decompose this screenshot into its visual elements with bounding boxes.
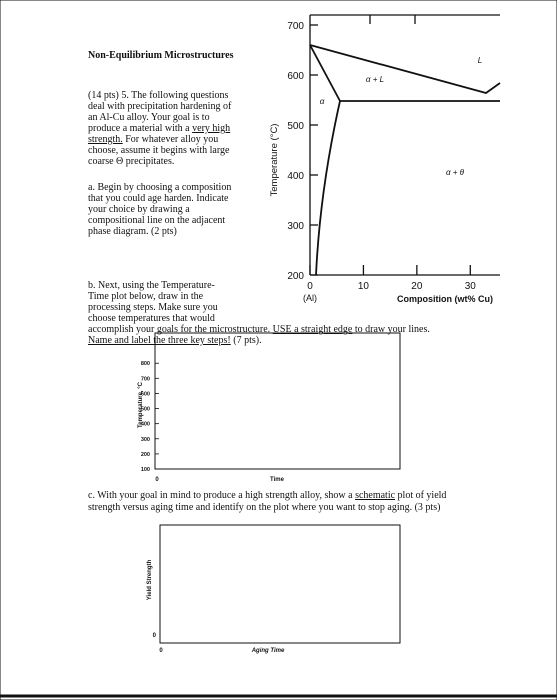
x-origin-label: 0 [159,648,163,654]
y-tick-label: 600 [141,391,150,397]
text-span: a. Begin by choosing a composition [88,182,231,193]
x-tick-label: 0 [307,281,313,292]
text-span: produce a material with a [88,123,192,134]
temperature-time-box [154,332,401,470]
text-span: strength versus aging time and identify … [88,502,440,513]
y-tick-label: 700 [141,376,150,382]
title: Non-Equilibrium Microstructures [88,50,234,61]
x-tick-label: 30 [465,281,477,292]
x-axis-label: Aging Time [251,648,285,654]
underlined-text: Name and label the three key steps! [88,335,231,346]
text-span: For whatever alloy you [123,134,219,145]
text-line: b. Next, using the Temperature- [88,280,215,291]
text-span: deal with precipitation hardening of [88,101,232,112]
y-tick-label: 200 [141,452,150,458]
x-axis-label: Time [270,477,285,483]
solvus [315,100,341,276]
text-span: phase diagram. (2 pts) [88,226,177,237]
text-line: your choice by drawing a [88,204,190,215]
phase-diagram [309,14,501,276]
text-line: processing steps. Make sure you [88,302,218,313]
text-span: processing steps. Make sure you [88,302,218,313]
text-span: your choice by drawing a [88,204,190,215]
text-span: (7 pts). [231,335,262,346]
text-span: (14 pts) 5. The following questions [88,90,228,101]
text-span: b. Next, using the Temperature- [88,280,215,291]
y-axis-label: Temperature (°C) [269,124,280,197]
y-tick-label: 300 [287,221,304,232]
y-axis-label: Temperature, °C [138,381,144,428]
text-line: that you could age harden. Indicate [88,193,229,204]
x-tick-label: 10 [358,281,370,292]
text-line: deal with precipitation hardening of [88,101,232,112]
text-line: compositional line on the adjacent [88,215,225,226]
text-line: Name and label the three key steps! (7 p… [88,335,262,346]
x-tick-label: 20 [411,281,423,292]
liquidus [309,44,501,94]
text-span: choose, assume it begins with large [88,145,230,156]
y-tick-label: 700 [287,21,304,32]
y-tick-label: 500 [141,407,150,413]
text-line: c. With your goal in mind to produce a h… [88,490,446,501]
text-line: produce a material with a very high [88,123,230,134]
text-line: accomplish your goals for the microstruc… [88,324,430,335]
text-span: to draw your lines. [352,324,430,335]
region-label: α [320,97,325,106]
y-tick-label: 500 [287,121,304,132]
x-origin-label: (Al) [303,293,317,303]
solidus [309,44,341,102]
text-span: Time plot below, draw in the [88,291,204,302]
text-span: an Al-Cu alloy. Your goal is to [88,112,210,123]
text-span: c. With your goal in mind to produce a h… [88,490,355,501]
text-line: phase diagram. (2 pts) [88,226,177,237]
y-tick-label: 100 [141,467,150,473]
text-span: accomplish your goals for the microstruc… [88,324,273,335]
text-line: (14 pts) 5. The following questions [88,90,228,101]
text-line: strength. For whatever alloy you [88,134,218,145]
text-line: an Al-Cu alloy. Your goal is to [88,112,210,123]
text-line: Time plot below, draw in the [88,291,204,302]
text-span: coarse Θ precipitates. [88,156,174,167]
text-line: choose, assume it begins with large [88,145,230,156]
text-span: that you could age harden. Indicate [88,193,229,204]
y-tick-label: 400 [287,171,304,182]
text-span: choose temperatures that would [88,313,215,324]
text-line: strength versus aging time and identify … [88,502,440,513]
text-line: choose temperatures that would [88,313,215,324]
y-tick-label: 200 [287,271,304,282]
region-label: α + θ [446,168,465,177]
x-axis-label: Composition (wt% Cu) [397,294,493,304]
y-tick-label: 400 [141,422,150,428]
text-span: plot of yield [395,490,446,501]
y-axis-label: Yield Strength [147,559,153,600]
underlined-text: very high [192,123,230,134]
y-origin-label: 0 [153,633,157,639]
region-label: L [478,56,482,65]
y-tick-label: 300 [141,437,150,443]
text-line: coarse Θ precipitates. [88,156,174,167]
text-line: a. Begin by choosing a composition [88,182,231,193]
y-tick-label: 600 [287,71,304,82]
x-origin-label: 0 [155,477,159,483]
text-span: compositional line on the adjacent [88,215,225,226]
y-tick-label: 800 [141,361,150,367]
strength-time-box [159,524,401,644]
region-label: α + L [366,75,384,84]
underlined-text: schematic [355,490,396,501]
underlined-text: strength. [88,134,123,145]
underlined-text: USE a straight edge [273,324,353,335]
